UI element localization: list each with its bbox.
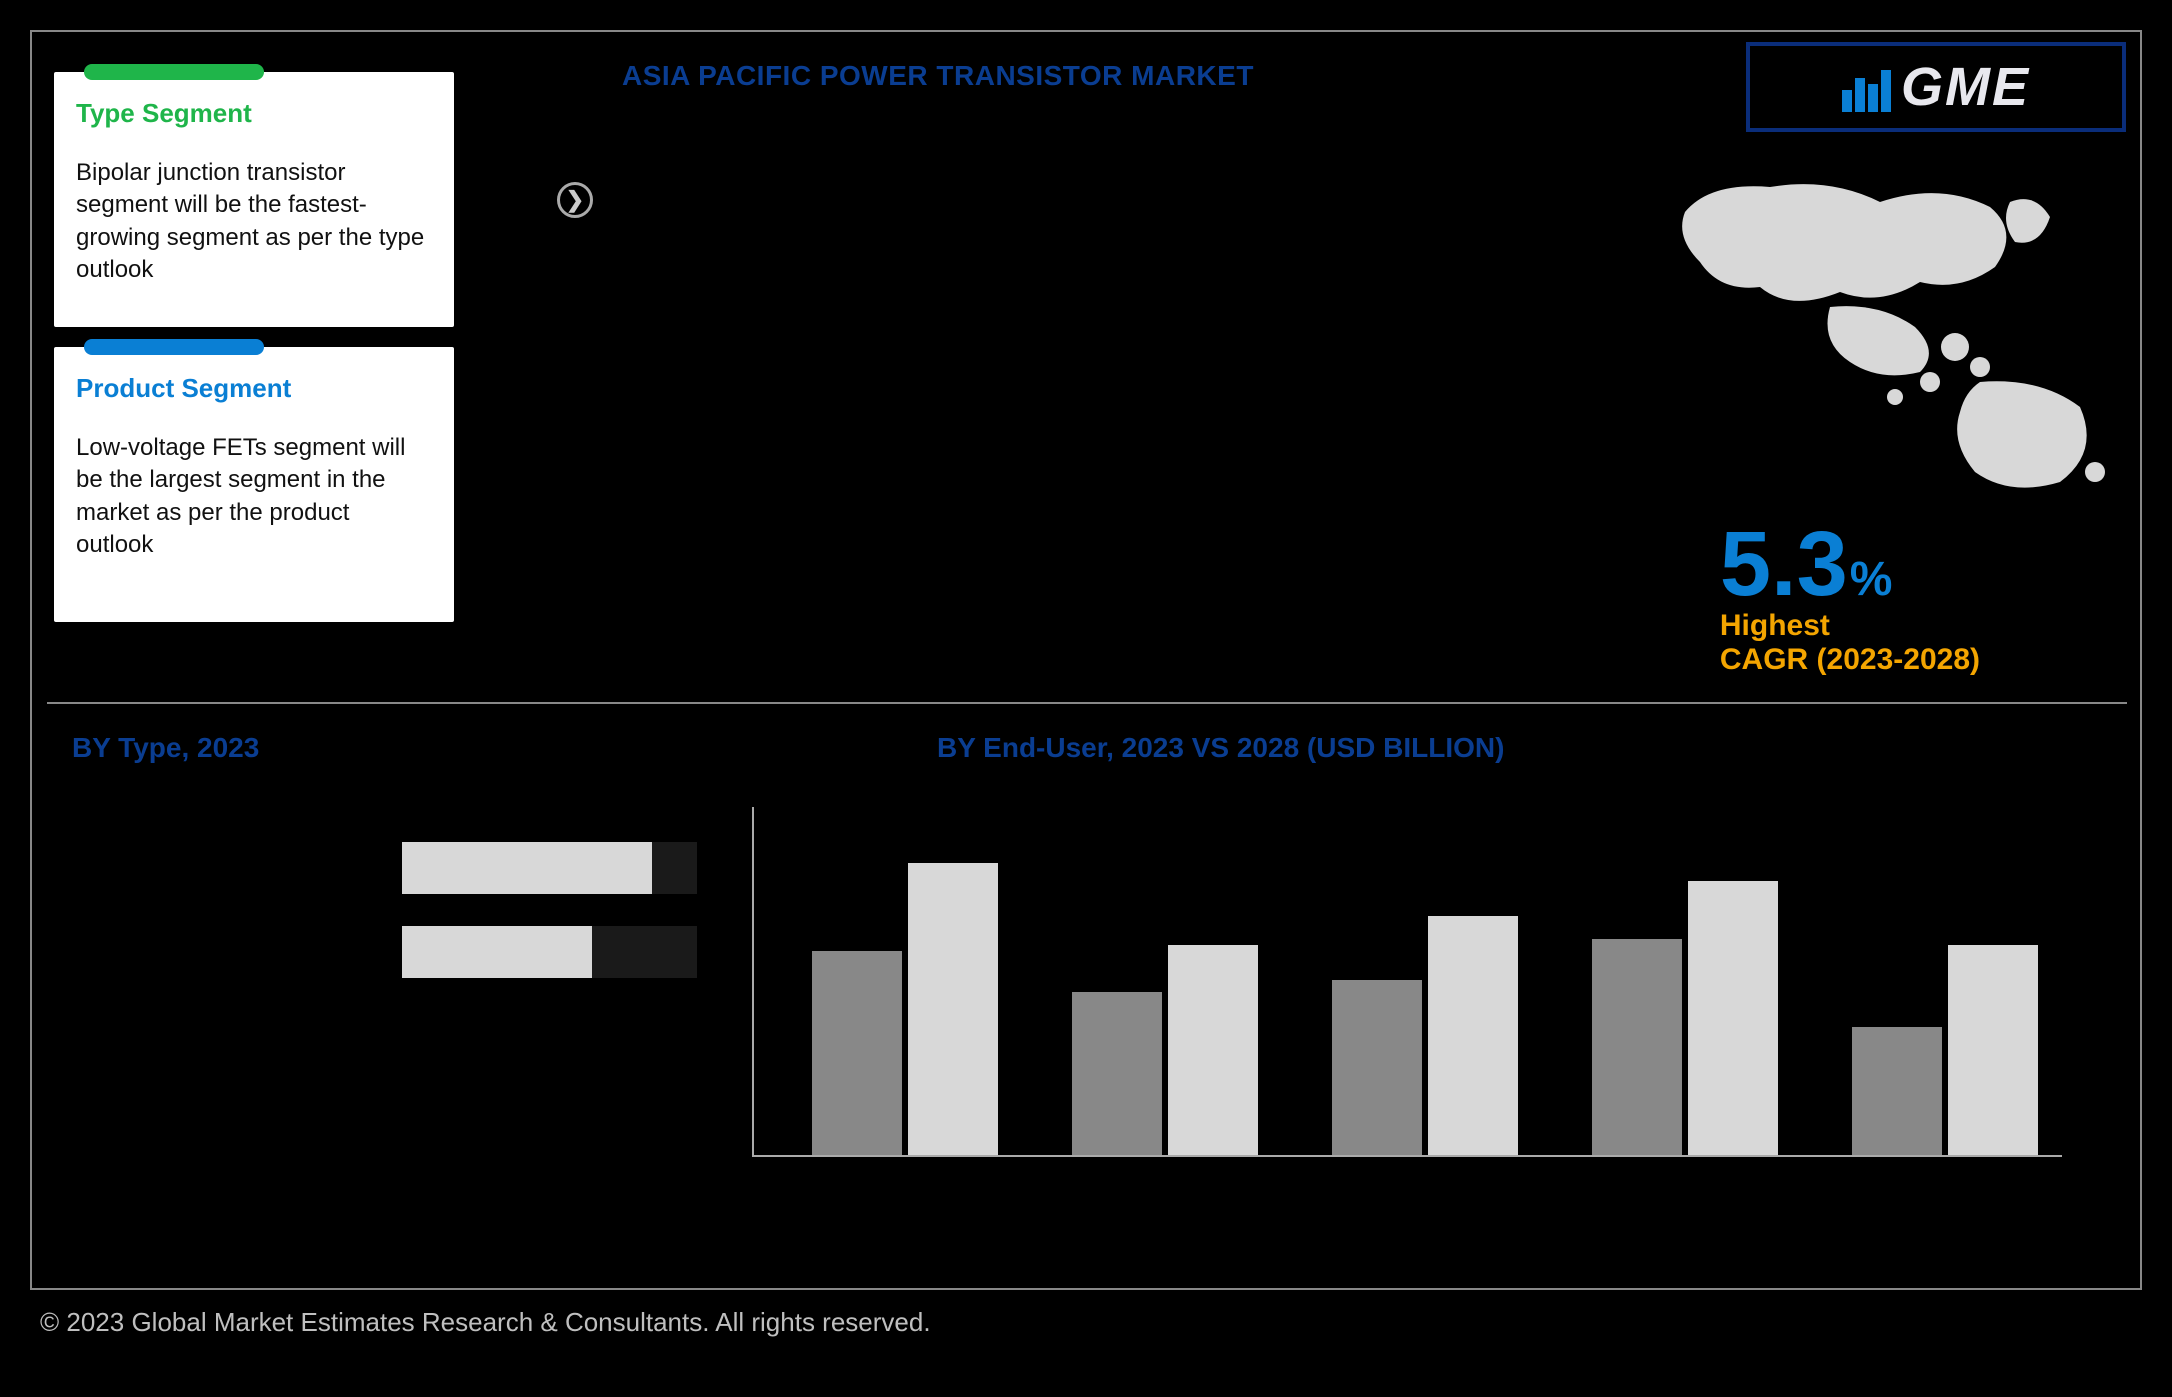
type-bar-seg-b: [592, 926, 697, 978]
type-chart-row: [402, 926, 722, 978]
type-chart: [402, 842, 722, 1010]
type-chart-row: [402, 842, 722, 894]
type-segment-heading: Type Segment: [76, 98, 432, 129]
enduser-bar-2028: [1948, 945, 2038, 1155]
horizontal-divider: [47, 702, 2127, 704]
arrow-right-icon: ❯: [557, 182, 593, 218]
cagr-percent: %: [1850, 552, 1893, 607]
enduser-chart: [752, 807, 2062, 1157]
enduser-bar-2023: [1852, 1027, 1942, 1155]
enduser-bar-2028: [1688, 881, 1778, 1155]
enduser-bar-group: [1332, 916, 1518, 1155]
type-accent-bar: [84, 64, 264, 80]
logo-bars-icon: [1842, 62, 1891, 112]
page-title: ASIA PACIFIC POWER TRANSISTOR MARKET: [622, 60, 1254, 92]
type-chart-title: BY Type, 2023: [72, 732, 259, 764]
enduser-bar-group: [1072, 945, 1258, 1155]
logo-text: GME: [1901, 56, 2030, 118]
product-segment-body: Low-voltage FETs segment will be the lar…: [76, 432, 432, 562]
enduser-bar-2023: [1072, 992, 1162, 1155]
enduser-chart-title: BY End-User, 2023 VS 2028 (USD BILLION): [937, 732, 1504, 764]
enduser-bar-group: [812, 863, 998, 1155]
type-segment-card: Type Segment Bipolar junction transistor…: [54, 72, 454, 327]
type-segment-body: Bipolar junction transistor segment will…: [76, 157, 432, 287]
product-accent-bar: [84, 339, 264, 355]
enduser-bar-2023: [812, 951, 902, 1155]
enduser-bar-2023: [1592, 939, 1682, 1155]
main-frame: ASIA PACIFIC POWER TRANSISTOR MARKET Typ…: [30, 30, 2142, 1290]
enduser-bar-2028: [908, 863, 998, 1155]
enduser-y-axis: [752, 807, 754, 1157]
type-bar-seg-a: [402, 842, 652, 894]
type-bar-seg-a: [402, 926, 592, 978]
type-bar-seg-b: [652, 842, 697, 894]
enduser-bar-group: [1592, 881, 1778, 1155]
cagr-value: 5.3: [1720, 512, 1848, 617]
cagr-label-highest: Highest: [1720, 609, 1980, 643]
product-segment-heading: Product Segment: [76, 373, 432, 404]
product-segment-card: Product Segment Low-voltage FETs segment…: [54, 347, 454, 622]
enduser-bar-2028: [1428, 916, 1518, 1155]
asia-pacific-map-icon: [1680, 172, 2110, 492]
cagr-block: 5.3% Highest CAGR (2023-2028): [1720, 512, 1980, 677]
cagr-label-period: CAGR (2023-2028): [1720, 643, 1980, 677]
enduser-bar-group: [1852, 945, 2038, 1155]
copyright-text: © 2023 Global Market Estimates Research …: [32, 1307, 2140, 1338]
enduser-bar-2028: [1168, 945, 1258, 1155]
enduser-x-axis: [752, 1155, 2062, 1157]
gme-logo: GME: [1746, 42, 2126, 132]
enduser-bar-2023: [1332, 980, 1422, 1155]
